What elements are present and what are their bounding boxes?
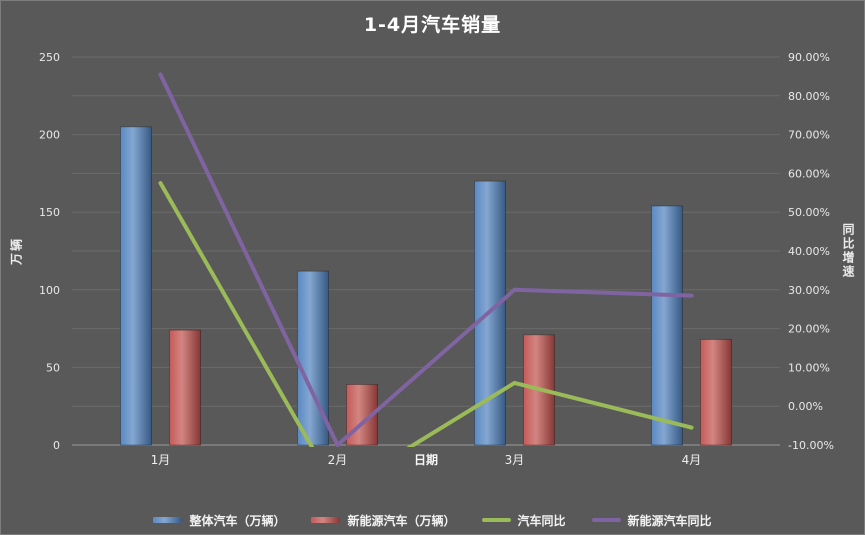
legend-marker-nev-yoy — [591, 518, 621, 522]
legend: 整体汽车（万辆） 新能源汽车（万辆） 汽车同比 新能源汽车同比 — [0, 509, 865, 531]
svg-text:日期: 日期 — [414, 452, 438, 467]
svg-text:60.00%: 60.00% — [788, 167, 830, 180]
svg-text:250: 250 — [39, 51, 60, 64]
svg-text:-10.00%: -10.00% — [788, 439, 834, 452]
svg-text:2月: 2月 — [328, 453, 348, 467]
svg-text:30.00%: 30.00% — [788, 284, 830, 297]
svg-text:70.00%: 70.00% — [788, 129, 830, 142]
svg-text:80.00%: 80.00% — [788, 90, 830, 103]
legend-marker-auto-yoy — [481, 518, 511, 522]
legend-label-auto-yoy: 汽车同比 — [517, 513, 566, 528]
svg-text:0: 0 — [53, 439, 60, 452]
svg-text:3月: 3月 — [505, 453, 525, 467]
chart-title: 1-4月汽车销量 — [363, 14, 502, 36]
legend-label-total-autos: 整体汽车（万辆） — [189, 513, 286, 528]
legend-item-nev-yoy: 新能源汽车同比 — [591, 512, 712, 529]
legend-marker-nev — [311, 517, 341, 523]
right-axis-title: 同比增速 — [841, 223, 855, 279]
legend-item-nev: 新能源汽车（万辆） — [311, 512, 456, 529]
svg-text:1月: 1月 — [151, 453, 171, 467]
svg-text:0.00%: 0.00% — [788, 400, 823, 413]
legend-label-nev-yoy: 新能源汽车同比 — [627, 513, 712, 528]
legend-marker-total-autos — [153, 517, 183, 523]
svg-text:200: 200 — [39, 129, 60, 142]
svg-text:50.00%: 50.00% — [788, 206, 830, 219]
svg-text:100: 100 — [39, 284, 60, 297]
legend-item-total-autos: 整体汽车（万辆） — [153, 512, 285, 529]
svg-text:50: 50 — [46, 361, 60, 374]
svg-text:20.00%: 20.00% — [788, 323, 830, 336]
svg-text:40.00%: 40.00% — [788, 245, 830, 258]
svg-text:90.00%: 90.00% — [788, 51, 830, 64]
legend-item-auto-yoy: 汽车同比 — [481, 512, 566, 529]
svg-text:150: 150 — [39, 206, 60, 219]
legend-label-nev: 新能源汽车（万辆） — [347, 513, 456, 528]
svg-text:4月: 4月 — [682, 453, 702, 467]
svg-text:10.00%: 10.00% — [788, 361, 830, 374]
